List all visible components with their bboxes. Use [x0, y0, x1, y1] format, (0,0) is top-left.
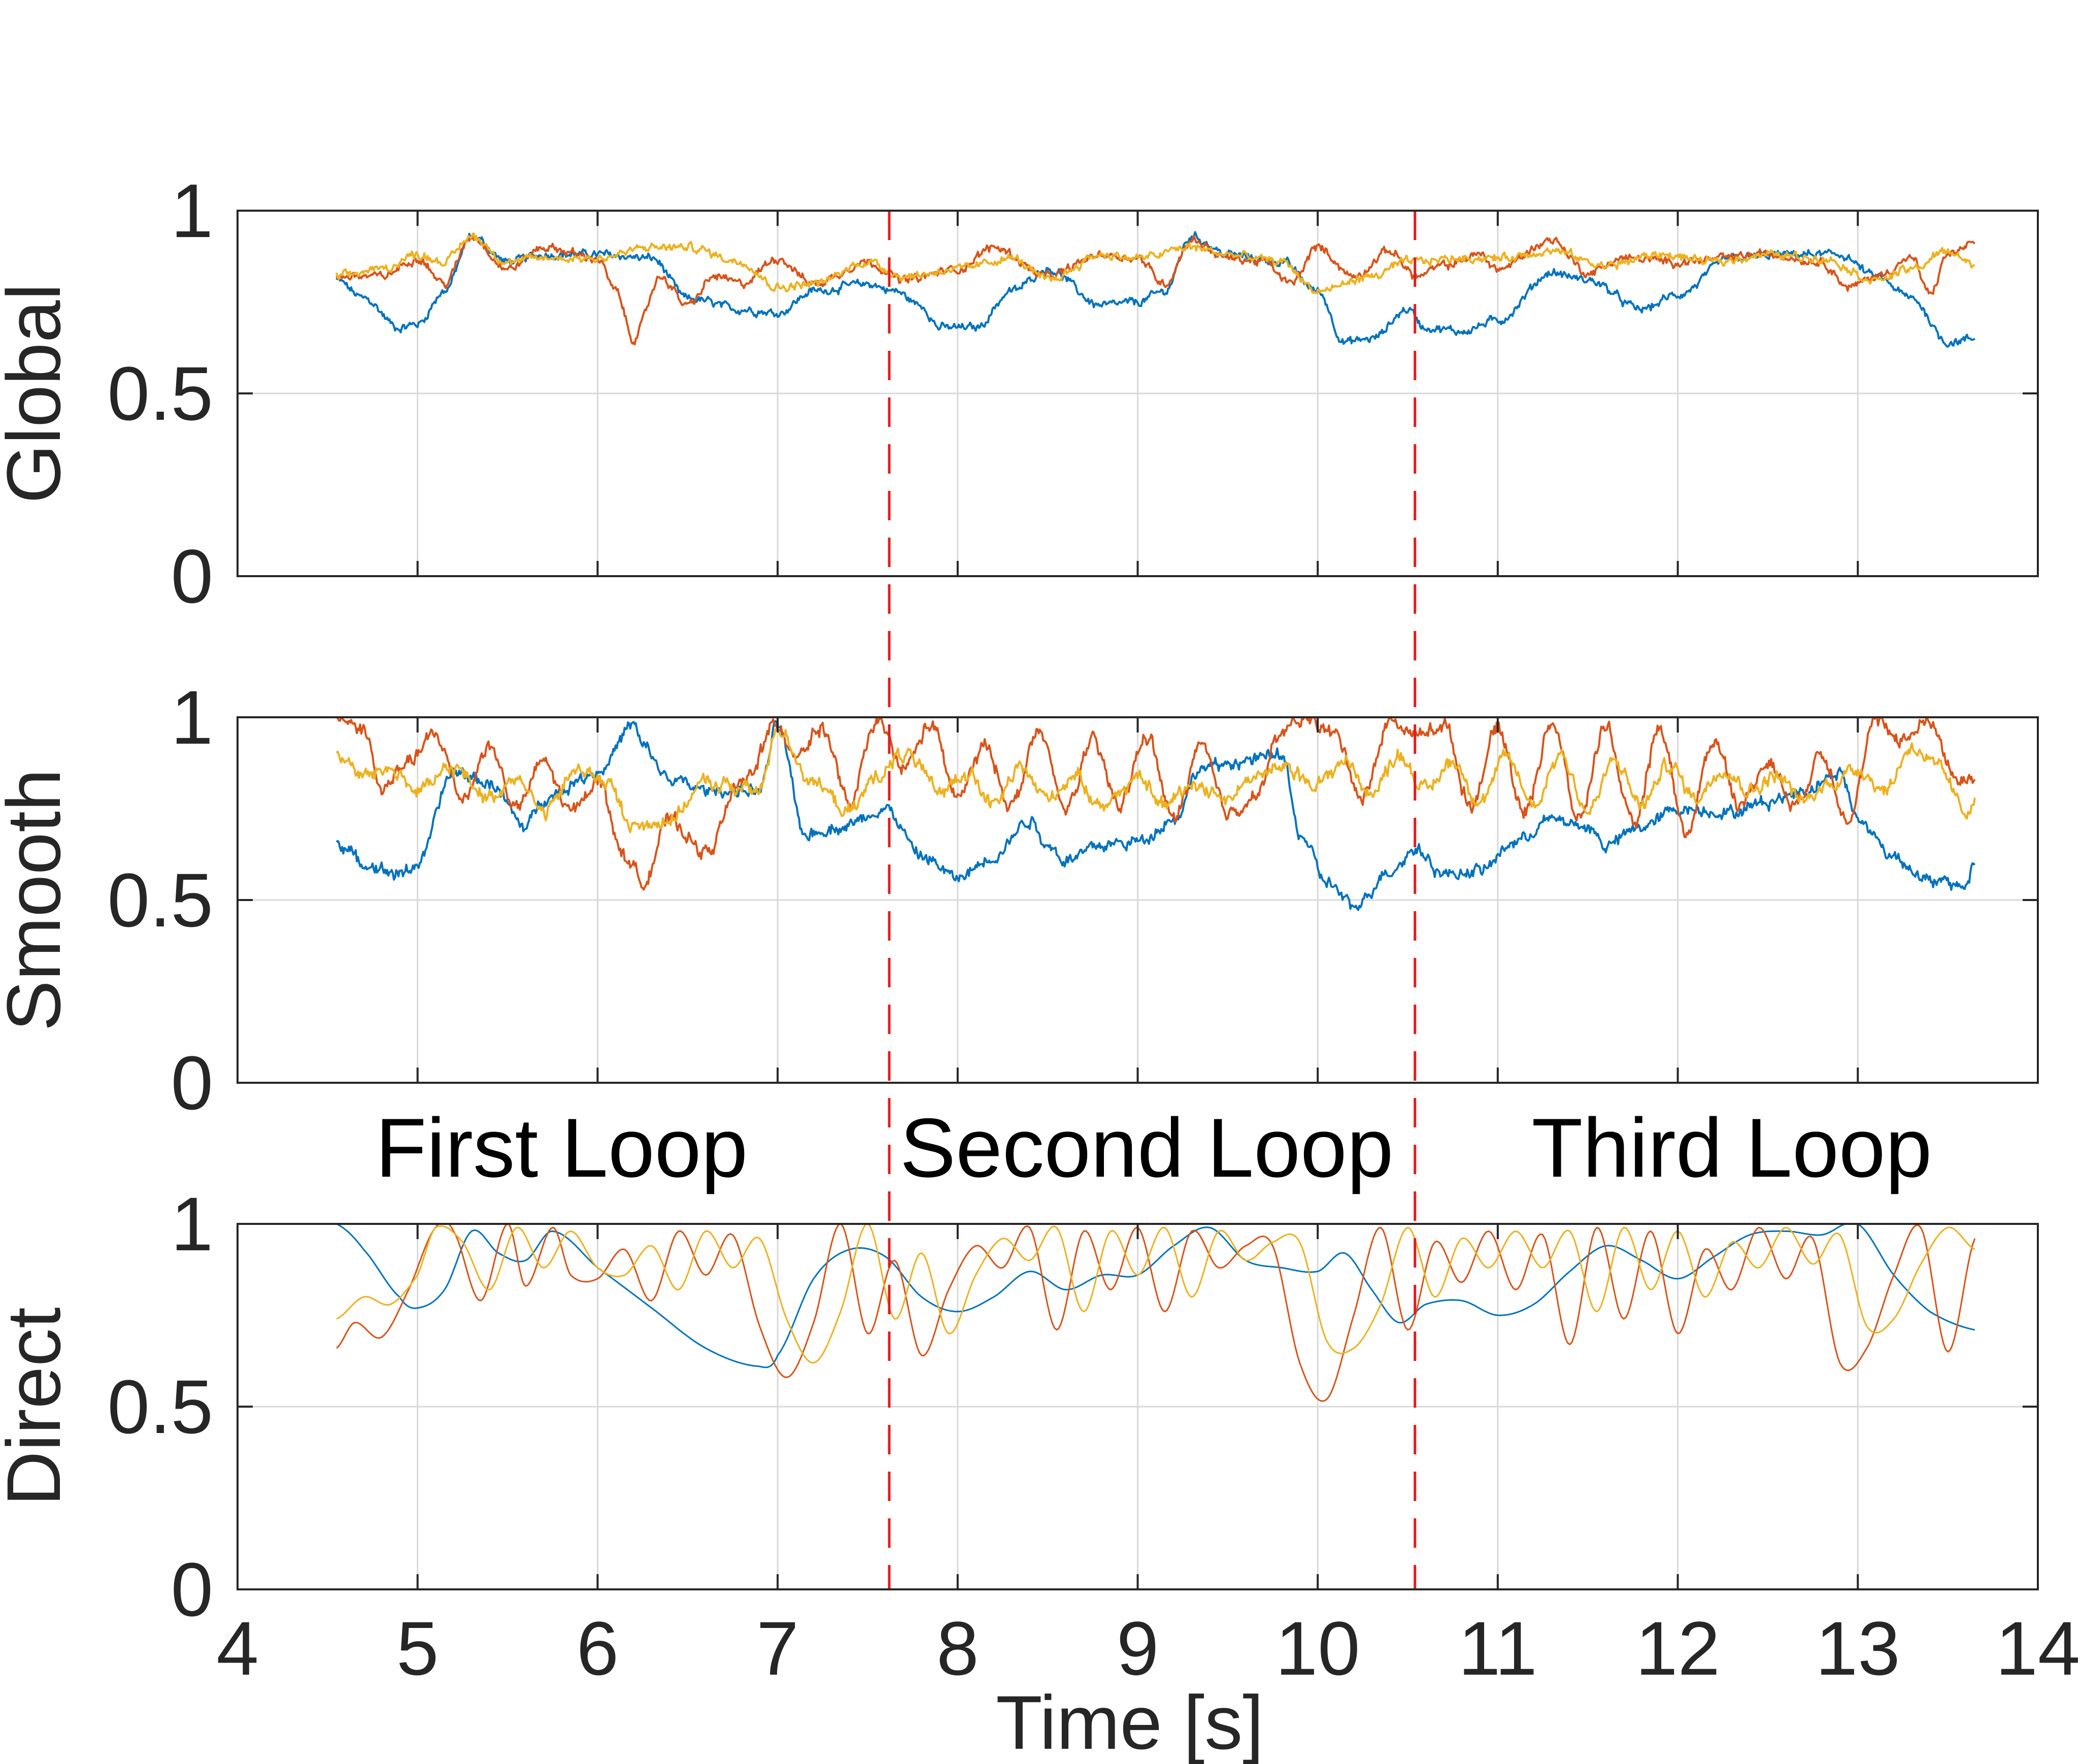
series-line-orange	[335, 716, 1976, 891]
x-tick-label: 11	[1458, 1606, 1537, 1691]
y-axis-title: Direct	[0, 1307, 76, 1506]
y-tick-label: 0.5	[107, 1364, 213, 1449]
axes-layer	[237, 210, 2039, 1590]
x-axis-title: Time [s]	[996, 1680, 1264, 1764]
y-axis-title: Smooth	[0, 769, 76, 1031]
x-tick-label: 5	[396, 1606, 439, 1691]
loop-label: Second Loop	[900, 1101, 1394, 1194]
y-tick-label: 1	[171, 168, 213, 253]
series-line-yellow	[335, 232, 1975, 294]
y-tick-label: 0	[171, 1040, 213, 1125]
loop-label: Third Loop	[1532, 1101, 1932, 1194]
series-line-blue	[335, 720, 1976, 911]
y-tick-label: 0.5	[107, 857, 213, 943]
x-tick-label: 7	[756, 1606, 798, 1691]
series-line-blue	[335, 231, 1976, 348]
x-tick-label: 10	[1275, 1606, 1360, 1691]
series-line-yellow	[335, 728, 1976, 834]
text-layer: Time [s] 0 0.5 1 Global 0 0.5 1 Smooth 0 0.5 1 Dire…	[0, 168, 2080, 1764]
y-tick-label: 0	[171, 1547, 213, 1632]
y-tick-label: 0.5	[107, 351, 213, 436]
x-tick-label: 9	[1117, 1606, 1159, 1691]
marker-layer	[888, 211, 1417, 1589]
y-axis-title: Global	[0, 283, 76, 504]
y-tick-label: 1	[171, 675, 213, 760]
x-tick-label: 14	[1996, 1606, 2080, 1691]
loop-label: First Loop	[376, 1101, 748, 1194]
series-layer	[335, 231, 1976, 1402]
y-tick-label: 0	[171, 534, 213, 619]
x-tick-label: 8	[936, 1606, 979, 1691]
series-line-yellow	[336, 1223, 1975, 1364]
x-tick-label: 12	[1635, 1606, 1720, 1691]
x-tick-label: 6	[577, 1606, 619, 1691]
y-tick-label: 1	[171, 1181, 213, 1267]
x-tick-label: 4	[216, 1606, 258, 1691]
x-tick-label: 13	[1816, 1606, 1900, 1691]
